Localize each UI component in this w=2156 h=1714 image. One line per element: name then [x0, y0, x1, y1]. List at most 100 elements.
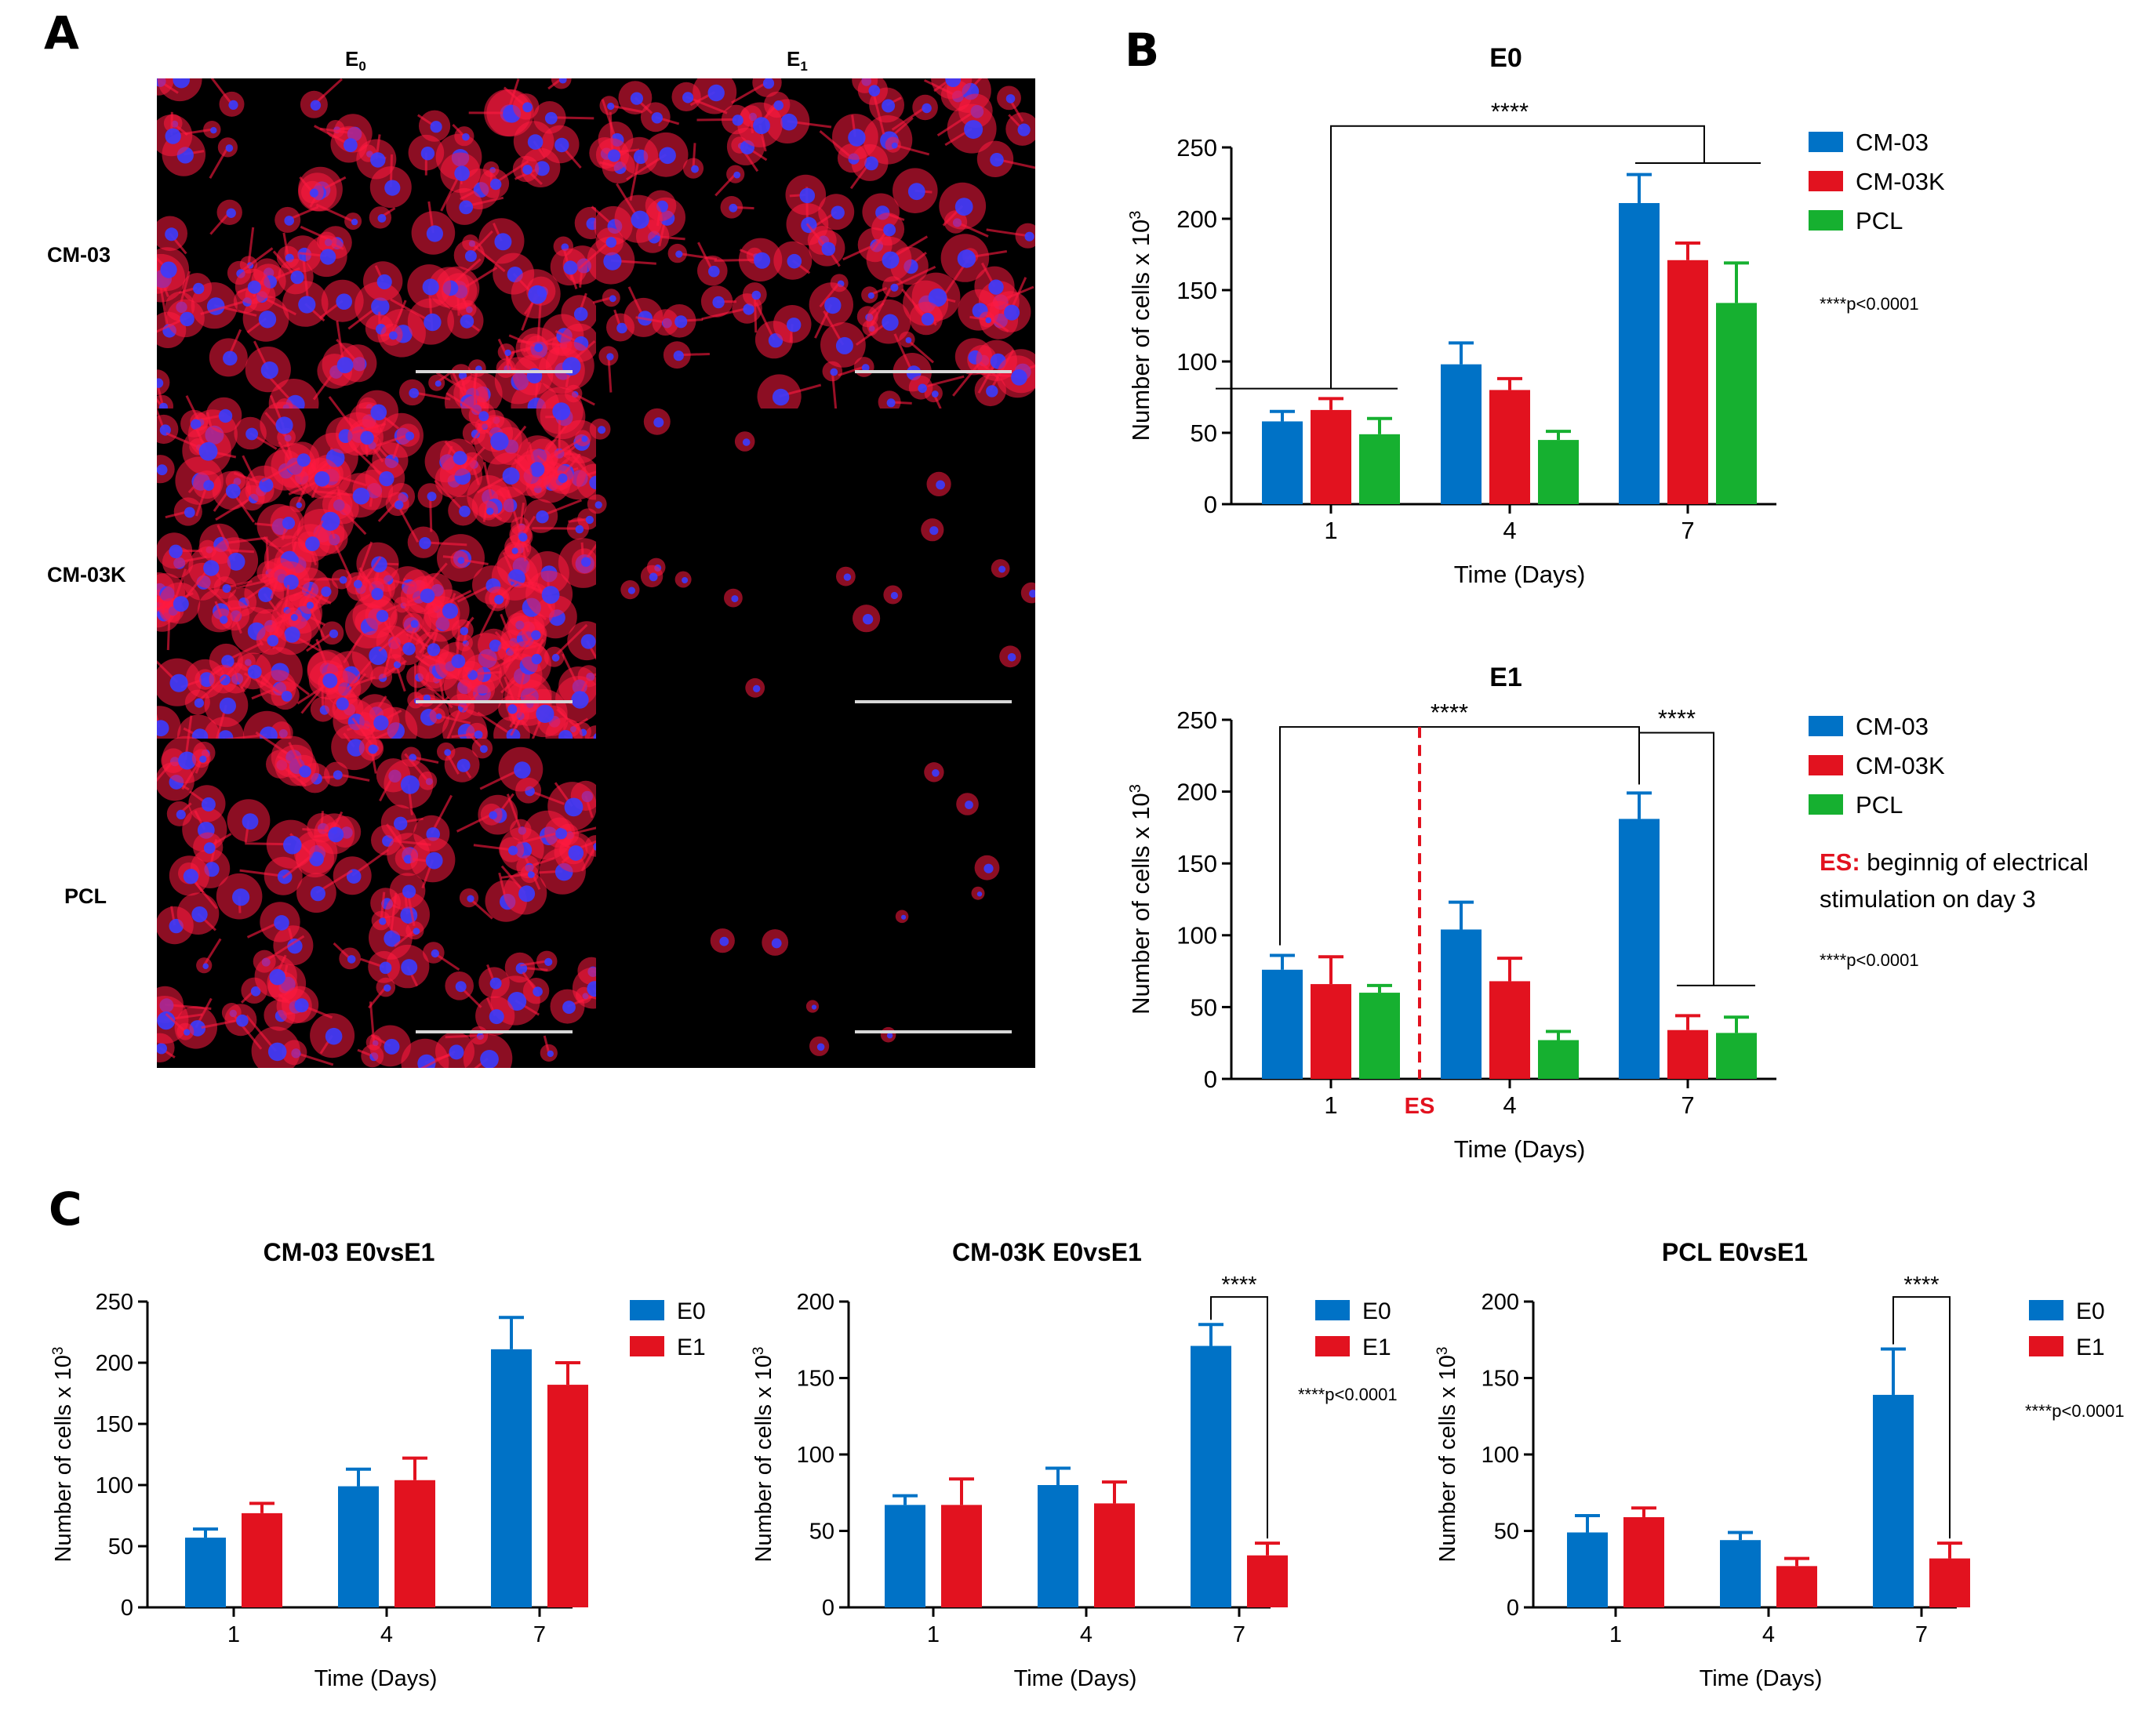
nucleus: [176, 809, 186, 819]
nucleus: [225, 144, 234, 152]
nucleus: [373, 715, 389, 731]
cell-process: [209, 147, 229, 179]
cell-process: [635, 316, 666, 324]
nucleus: [490, 432, 509, 451]
nucleus: [322, 673, 338, 688]
nucleus: [901, 914, 907, 920]
nucleus: [653, 417, 664, 428]
y-tick-label: 250: [1176, 134, 1217, 162]
x-tick-label: 7: [1915, 1622, 1928, 1647]
y-tick-label: 150: [1482, 1367, 1519, 1392]
nucleus: [379, 471, 394, 487]
nucleus: [449, 1044, 464, 1060]
nucleus: [344, 138, 358, 152]
nucleus: [824, 296, 842, 314]
nucleus: [339, 576, 347, 584]
x-tick-label: 7: [1681, 517, 1694, 544]
nucleus: [281, 691, 293, 702]
y-tick-label: 100: [96, 1473, 133, 1498]
chart-title: E0: [1489, 43, 1522, 73]
nucleus: [627, 586, 635, 594]
nucleus: [310, 100, 322, 111]
y-tick-label: 100: [1176, 922, 1217, 950]
nucleus: [1024, 231, 1034, 241]
nucleus: [351, 218, 358, 226]
cell-process: [920, 375, 965, 389]
nucleus: [226, 208, 236, 218]
nucleus: [534, 343, 544, 352]
nucleus: [830, 368, 838, 376]
nucleus: [976, 891, 983, 897]
nucleus: [402, 642, 416, 655]
nucleus: [529, 462, 545, 478]
y-axis-label: Number of cells x 103: [1127, 211, 1154, 441]
nucleus: [219, 697, 236, 714]
chart-b-e1: E1 0 50 100 150 200 250 Number of cells x 103 Ti…: [1127, 663, 2089, 1163]
y-axis-label: Number of cells x 103: [751, 1347, 777, 1563]
cell-process: [202, 938, 222, 966]
bar-cm-03-day-7: [1619, 819, 1660, 1079]
legend-label-e1: E1: [677, 1335, 706, 1360]
nucleus: [287, 939, 303, 954]
bar-e1-day-1: [941, 1505, 982, 1607]
nucleus: [298, 296, 316, 314]
cell-process: [282, 232, 289, 258]
y-axis-label: Number of cells x 103: [50, 1347, 77, 1563]
nucleus: [376, 609, 389, 623]
nucleus: [336, 293, 352, 310]
cell-process: [629, 155, 641, 201]
bar-cm-03-day-4: [1441, 929, 1482, 1079]
chart-title: CM-03K E0vsE1: [952, 1238, 1142, 1266]
nucleus: [384, 180, 401, 196]
significance-bracket: [1210, 1296, 1268, 1539]
micrograph-grid: [157, 78, 1035, 1068]
y-tick-label: 0: [1204, 1066, 1217, 1093]
legend-label-e0: E0: [1362, 1298, 1391, 1324]
nucleus: [420, 147, 435, 161]
legend-swatch-e1: [2029, 1336, 2063, 1356]
bar-cm-03-day-1: [1262, 969, 1303, 1079]
nucleus: [606, 353, 614, 361]
cell-process: [393, 929, 416, 948]
nucleus: [831, 205, 845, 220]
nucleus: [575, 525, 584, 534]
nucleus: [531, 653, 542, 665]
nucleus: [682, 577, 689, 583]
cell-process: [357, 1048, 373, 1058]
nucleus: [843, 573, 852, 581]
nucleus: [1011, 369, 1027, 386]
nucleus: [221, 655, 235, 668]
nucleus: [522, 102, 533, 113]
nucleus: [193, 282, 205, 295]
nucleus: [528, 285, 547, 304]
y-tick-label: 150: [1176, 850, 1217, 877]
nucleus: [325, 1027, 343, 1045]
panel-label-c: C: [49, 1182, 82, 1236]
nucleus: [400, 775, 420, 794]
nucleus: [945, 78, 962, 87]
nucleus: [202, 963, 209, 969]
nucleus: [178, 751, 197, 770]
y-tick-label: 50: [1191, 993, 1217, 1021]
cell-process: [390, 298, 432, 323]
nucleus: [835, 336, 853, 354]
nucleus: [459, 505, 471, 517]
nucleus: [413, 928, 420, 935]
legend-label-cm-03k: CM-03K: [1856, 752, 1945, 779]
bar-e0-day-4: [1038, 1485, 1078, 1607]
nucleus: [489, 977, 502, 990]
nucleus: [222, 584, 231, 593]
nucleus: [247, 280, 261, 294]
nucleus: [457, 557, 465, 565]
micrograph-background: [596, 739, 1035, 1068]
nucleus: [922, 103, 932, 114]
x-axis-label: Time (Days): [1700, 1666, 1823, 1691]
bar-pcl-day-1: [1359, 434, 1400, 504]
cell-process: [451, 732, 478, 739]
nucleus: [518, 532, 528, 542]
nucleus: [773, 100, 784, 111]
cell-process: [201, 1019, 242, 1029]
legend-label-cm-03k: CM-03K: [1856, 168, 1945, 195]
micrograph-cm-03-e1: [578, 78, 1035, 419]
